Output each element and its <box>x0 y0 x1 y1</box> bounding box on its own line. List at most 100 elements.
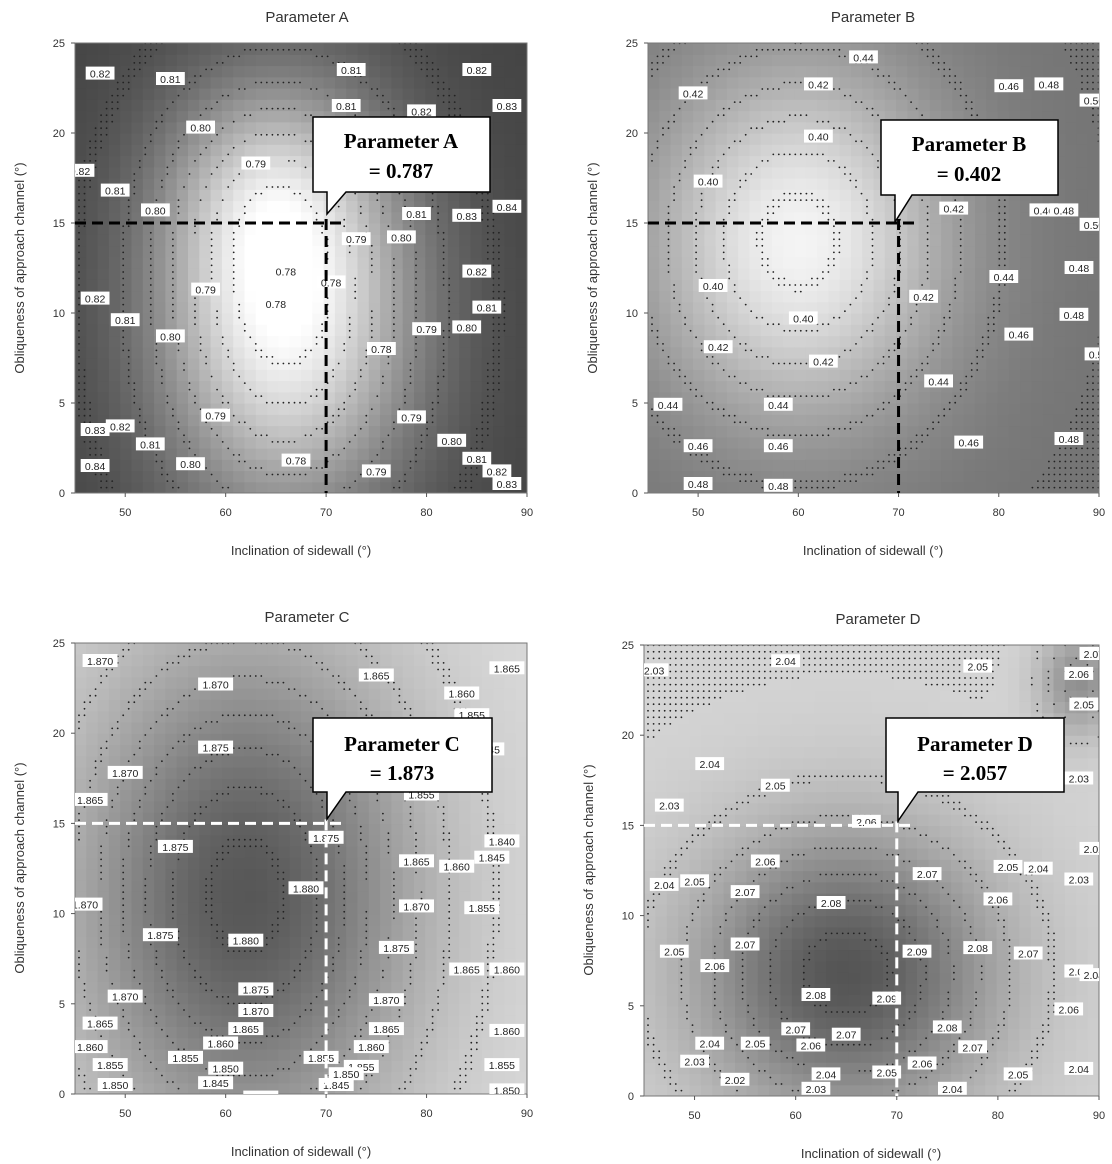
field-cell <box>738 234 751 247</box>
contour-dot <box>149 323 152 326</box>
field-cell <box>997 43 1010 55</box>
field-cell <box>493 313 505 325</box>
field-cell <box>414 391 426 404</box>
contour-dot <box>409 362 412 365</box>
field-cell <box>839 166 852 179</box>
field-cell <box>278 358 291 370</box>
field-cell <box>221 369 234 382</box>
field-cell <box>828 133 841 145</box>
field-cell <box>850 256 863 269</box>
field-cell <box>659 358 672 370</box>
contour-dot <box>728 205 731 208</box>
field-cell <box>481 369 494 382</box>
field-cell <box>907 211 920 224</box>
contour-dot <box>722 114 725 117</box>
contour-dot <box>243 382 246 384</box>
field-cell <box>659 178 672 190</box>
field-cell <box>176 178 189 190</box>
contour-dot <box>882 401 885 404</box>
field-cell <box>267 403 279 415</box>
contour-dot <box>94 133 97 136</box>
field-cell <box>1031 414 1044 427</box>
field-cell <box>97 313 110 325</box>
field-cell <box>850 301 863 314</box>
contour-dot <box>111 114 114 117</box>
field-cell <box>255 358 268 370</box>
contour-dot <box>216 62 219 64</box>
contour-dot <box>210 264 213 267</box>
field-cell <box>839 448 852 460</box>
contour-dot <box>216 310 219 313</box>
contour-dot <box>415 62 417 64</box>
contour-dot <box>492 401 495 404</box>
field-cell <box>648 234 660 247</box>
field-cell <box>154 301 166 314</box>
contour-dot <box>216 388 219 391</box>
field-cell <box>693 403 705 415</box>
label-text: 0.78 <box>276 267 297 279</box>
field-cell <box>323 346 336 359</box>
contour-dot <box>232 179 235 182</box>
contour-dot <box>122 81 125 84</box>
contour-dot <box>122 225 125 228</box>
field-cell <box>97 369 110 382</box>
field-cell <box>873 166 886 179</box>
field-cell <box>267 391 279 404</box>
field-cell <box>120 88 133 100</box>
field-cell <box>334 43 347 55</box>
field-cell <box>963 279 976 292</box>
field-cell <box>414 301 426 314</box>
contour-dot <box>662 62 664 64</box>
field-cell <box>142 54 155 67</box>
field-cell <box>233 301 246 314</box>
field-cell <box>1087 65 1099 78</box>
field-cell <box>142 155 155 168</box>
contour-dot <box>415 284 417 286</box>
label-background <box>241 156 271 170</box>
contour-dot <box>133 382 136 384</box>
field-cell <box>97 245 110 258</box>
contour-dot <box>304 473 307 476</box>
contour-dot <box>183 88 185 90</box>
field-cell <box>436 448 449 460</box>
field-cell <box>1053 245 1066 258</box>
field-cell <box>1020 256 1032 269</box>
field-cell <box>670 279 683 292</box>
contour-dot <box>799 192 802 195</box>
contour-dot <box>667 434 670 437</box>
field-cell <box>738 133 751 145</box>
contour-dot <box>166 107 169 110</box>
field-cell <box>918 211 931 224</box>
field-cell <box>176 121 189 134</box>
field-cell <box>188 448 200 460</box>
field-cell <box>289 234 302 247</box>
field-cell <box>817 245 830 258</box>
field-cell <box>704 268 717 280</box>
field-cell <box>515 178 527 190</box>
field-cell <box>188 481 200 493</box>
field-cell <box>86 346 99 359</box>
contour-dot <box>481 218 484 221</box>
field-cell <box>1031 324 1044 337</box>
field-cell <box>515 155 527 168</box>
contour-dot <box>492 264 495 267</box>
field-cell <box>459 403 472 415</box>
field-cell <box>783 200 796 213</box>
contour-dot <box>161 473 163 476</box>
field-cell <box>963 301 976 314</box>
label-text: 0.80 <box>160 331 181 343</box>
field-cell <box>1087 279 1099 292</box>
field-cell <box>715 144 728 157</box>
field-cell <box>1076 369 1089 382</box>
contour-dot <box>310 114 312 117</box>
contour-dot <box>78 218 80 221</box>
field-cell <box>1042 245 1055 258</box>
field-cell <box>918 99 931 112</box>
field-cell <box>952 448 965 460</box>
contour-dot <box>871 369 874 371</box>
field-cell <box>142 448 155 460</box>
contour-dot <box>667 258 670 260</box>
contour-dot <box>205 186 208 188</box>
contour-dot <box>437 88 439 90</box>
